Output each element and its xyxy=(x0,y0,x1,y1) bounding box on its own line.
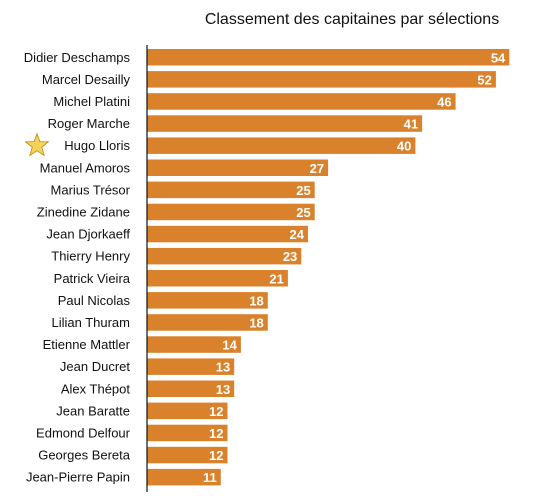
star-icon xyxy=(24,132,50,157)
category-label: Hugo Lloris xyxy=(64,138,130,153)
category-label: Etienne Mattler xyxy=(43,337,131,352)
bar xyxy=(147,446,228,464)
bar xyxy=(147,137,416,154)
bar xyxy=(147,203,315,221)
category-label: Jean-Pierre Papin xyxy=(26,470,130,485)
plot-area: 54 Didier Deschamps 52 Marcel Desailly 46 Mic… xyxy=(24,45,510,492)
value-label: 25 xyxy=(296,183,310,198)
category-label: Alex Thépot xyxy=(61,381,131,396)
bar xyxy=(147,225,308,243)
bar xyxy=(147,93,456,110)
category-label: Marius Trésor xyxy=(51,182,131,197)
category-label: Manuel Amoros xyxy=(40,160,131,175)
category-label: Jean Ducret xyxy=(60,359,130,374)
category-label: Roger Marche xyxy=(48,116,130,131)
value-label: 14 xyxy=(222,338,237,353)
bar xyxy=(147,159,329,176)
value-label: 24 xyxy=(290,227,305,242)
value-label: 18 xyxy=(249,293,263,308)
value-label: 52 xyxy=(477,72,491,87)
category-label: Patrick Vieira xyxy=(54,271,131,286)
value-label: 11 xyxy=(203,470,217,485)
category-label: Edmond Delfour xyxy=(36,426,131,441)
category-label: Michel Platini xyxy=(53,94,130,109)
bar xyxy=(147,270,288,287)
category-label: Georges Bereta xyxy=(38,448,131,463)
bar xyxy=(147,71,496,88)
value-label: 12 xyxy=(209,448,223,463)
chart-title: Classement des capitaines par sélections xyxy=(205,11,499,28)
value-label: 40 xyxy=(397,139,411,154)
value-label: 12 xyxy=(209,404,223,419)
value-label: 21 xyxy=(269,271,283,286)
category-label: Didier Deschamps xyxy=(24,50,131,65)
value-label: 25 xyxy=(296,205,310,220)
category-label: Zinedine Zidane xyxy=(37,205,130,220)
bar xyxy=(147,380,235,397)
value-label: 46 xyxy=(437,95,451,110)
bar xyxy=(147,468,221,486)
category-label: Thierry Henry xyxy=(51,249,130,264)
value-label: 41 xyxy=(404,117,418,132)
category-label: Jean Baratte xyxy=(56,403,130,418)
bar xyxy=(147,424,228,442)
value-label: 23 xyxy=(283,249,297,264)
bar xyxy=(147,49,510,66)
value-label: 18 xyxy=(249,316,263,331)
category-label: Paul Nicolas xyxy=(58,293,131,308)
value-label: 54 xyxy=(491,50,506,65)
bar xyxy=(147,358,235,375)
bar xyxy=(147,181,315,199)
category-label: Lilian Thuram xyxy=(51,315,130,330)
category-label: Marcel Desailly xyxy=(42,72,131,87)
bar xyxy=(147,115,423,132)
bar xyxy=(147,402,228,420)
bar xyxy=(147,247,302,265)
value-label: 27 xyxy=(310,161,324,176)
category-label: Jean Djorkaeff xyxy=(46,227,130,242)
bar xyxy=(147,336,241,353)
bar xyxy=(147,292,268,309)
value-label: 13 xyxy=(216,382,230,397)
value-label: 12 xyxy=(209,426,223,441)
value-label: 13 xyxy=(216,360,230,375)
bar xyxy=(147,314,268,331)
